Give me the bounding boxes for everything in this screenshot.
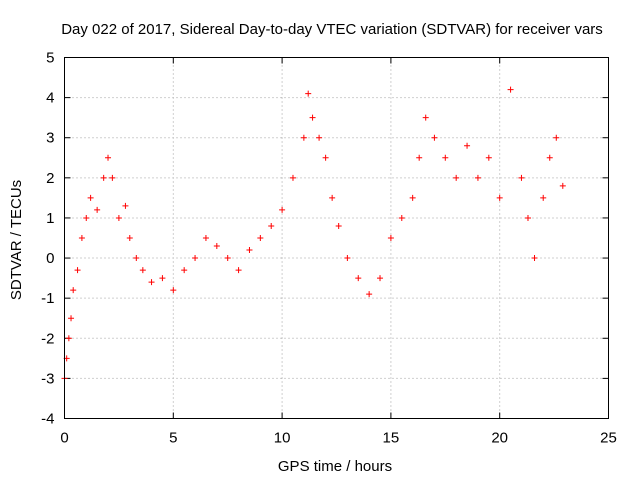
data-point: [442, 154, 449, 161]
data-point: [159, 275, 166, 282]
data-point: [531, 255, 538, 262]
data-point: [559, 182, 566, 189]
x-tick-label: 10: [274, 430, 291, 447]
y-tick-label: 3: [46, 130, 54, 147]
data-point: [416, 154, 423, 161]
data-point: [464, 142, 471, 149]
y-tick-label: -3: [41, 370, 54, 387]
data-point: [257, 235, 264, 241]
data-point: [100, 174, 107, 181]
y-tick-label: -4: [41, 411, 54, 428]
data-point: [344, 255, 351, 262]
data-point: [192, 255, 199, 262]
data-point: [366, 291, 373, 298]
data-point: [496, 194, 503, 201]
data-point: [289, 174, 296, 181]
data-point: [202, 235, 209, 241]
data-point: [507, 86, 514, 93]
x-tick-label: 25: [600, 430, 617, 447]
data-point: [213, 243, 220, 250]
y-tick-labels: -4 -3 -2 -1 0 1 2 3 4 5: [41, 50, 54, 428]
data-point: [474, 174, 481, 181]
data-point: [329, 194, 336, 201]
data-point: [524, 214, 531, 221]
data-point: [170, 287, 177, 294]
data-point: [422, 114, 429, 121]
x-tick-label: 15: [383, 430, 400, 447]
data-point: [181, 267, 188, 274]
data-point: [126, 235, 133, 241]
y-tick-label: 2: [46, 170, 54, 187]
data-point: [122, 202, 129, 209]
data-point: [377, 275, 384, 282]
data-point: [139, 267, 146, 274]
data-point: [109, 174, 116, 181]
data-point: [546, 154, 553, 161]
y-tick-label: -1: [41, 290, 54, 307]
data-point: [309, 114, 316, 121]
data-point: [246, 247, 253, 254]
data-point: [279, 206, 286, 213]
y-tick-label: 5: [46, 50, 54, 67]
data-point: [68, 315, 75, 322]
x-tick-label: 0: [60, 430, 68, 447]
y-axis-label: SDTVAR / TECUs: [8, 180, 25, 300]
data-point: [453, 174, 460, 181]
data-point: [518, 174, 525, 181]
grid-lines: [64, 57, 609, 419]
data-point: [94, 206, 101, 213]
y-tick-label: -2: [41, 330, 54, 347]
data-point: [70, 287, 77, 294]
data-point: [87, 194, 94, 201]
data-point: [300, 134, 307, 141]
data-point: [133, 255, 140, 262]
x-axis-label: GPS time / hours: [278, 458, 392, 475]
data-point: [305, 90, 312, 97]
y-tick-label: 0: [46, 250, 54, 267]
plot-frame: [64, 57, 609, 419]
x-tick-labels: 0 5 10 15 20 25: [60, 430, 617, 447]
data-point: [148, 279, 155, 286]
data-point: [409, 194, 416, 201]
data-point: [268, 222, 275, 229]
data-point: [105, 154, 112, 161]
data-point: [553, 134, 560, 141]
axis-ticks: [64, 57, 609, 419]
data-point: [65, 335, 72, 342]
data-point: [316, 134, 323, 141]
data-point: [540, 194, 547, 201]
data-point: [431, 134, 438, 141]
y-tick-label: 1: [46, 210, 54, 227]
chart-title: Day 022 of 2017, Sidereal Day-to-day VTE…: [61, 21, 603, 38]
data-point: [78, 235, 85, 241]
data-point: [322, 154, 329, 161]
data-point: [224, 255, 231, 262]
x-tick-label: 5: [169, 430, 177, 447]
data-point: [235, 267, 242, 274]
data-point: [83, 214, 90, 221]
data-point: [398, 214, 405, 221]
y-tick-label: 4: [46, 90, 54, 107]
data-point: [387, 235, 394, 241]
data-point: [355, 275, 362, 282]
data-point: [74, 267, 81, 274]
data-point: [485, 154, 492, 161]
data-point: [115, 214, 122, 221]
x-tick-label: 20: [491, 430, 508, 447]
data-points: [61, 86, 566, 382]
data-point: [335, 222, 342, 229]
